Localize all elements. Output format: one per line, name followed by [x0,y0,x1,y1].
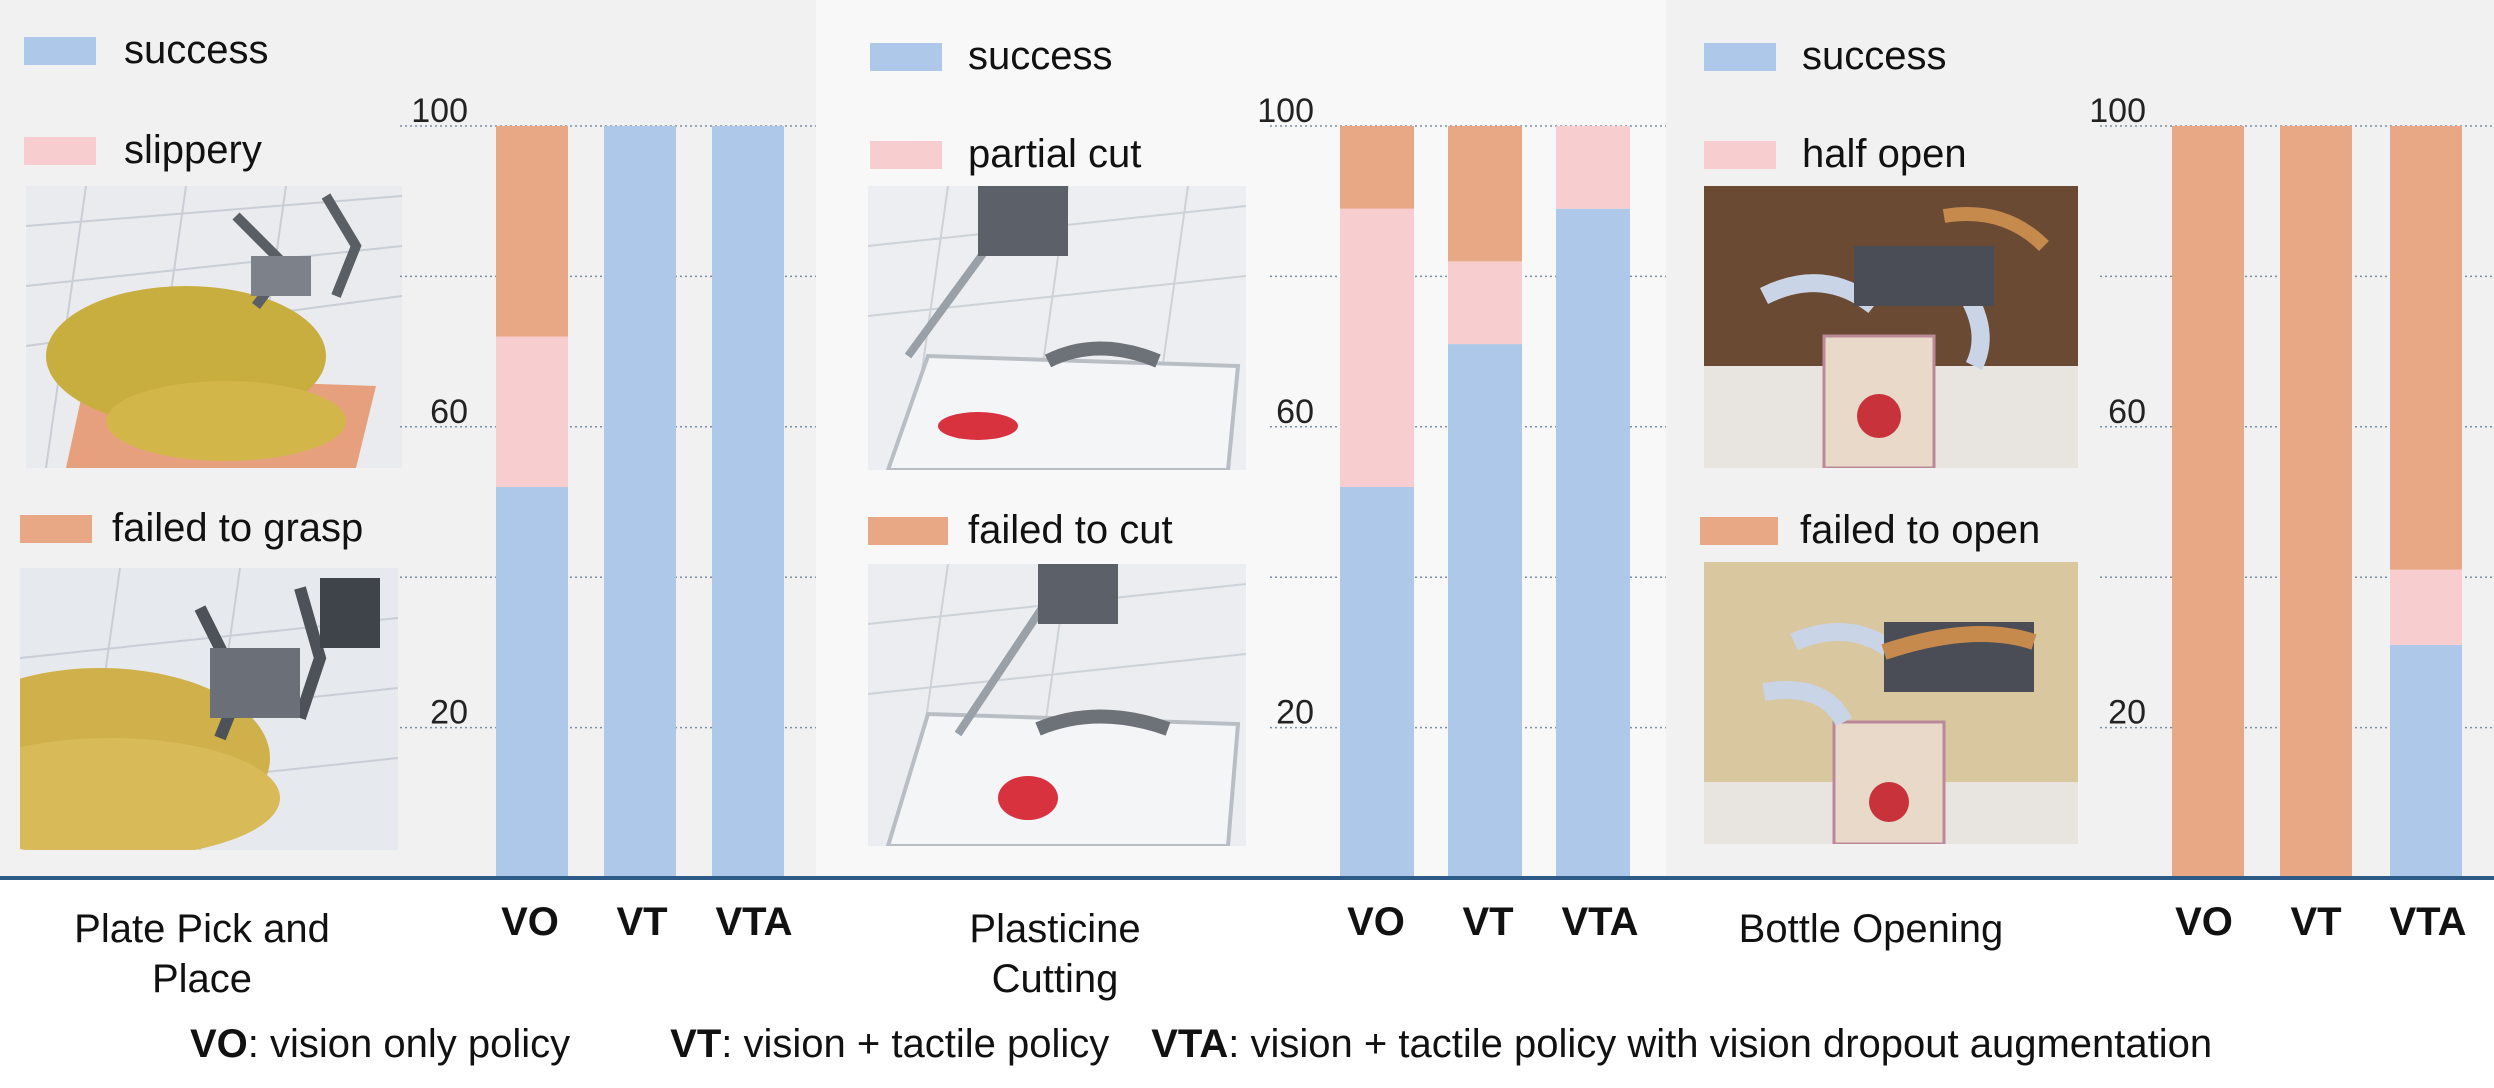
bar-vt-failed [1448,126,1522,262]
x-label-vta: VTA [2389,900,2467,944]
plasticine-failed-photo [868,564,1246,846]
bottle-failed-photo [1704,562,2078,844]
footer-vo-desc: : vision only policy [247,1022,571,1066]
bar-vo-failed [2172,126,2244,878]
legend-label: partial cut [968,132,1142,176]
legend-swatch-success [24,36,96,65]
task-title-plasticine: Plasticine Cutting [900,904,1210,1004]
legend-label: failed to open [1800,508,2041,552]
bar-vo-success [496,486,568,878]
legend-partial-plate: slippery [24,128,262,173]
legend-failed-plate: failed to grasp [20,506,363,551]
y-tick-label-60: 60 [430,393,468,431]
legend-partial-bottle: half open [1704,132,1967,177]
x-label-vo: VO [1347,900,1405,944]
task-title-line: Cutting [991,957,1119,1001]
y-tick-label-20: 20 [1276,694,1314,732]
bar-vt-partial [1448,261,1522,345]
y-tick-label-100: 100 [1257,92,1314,130]
x-label-vo: VO [2175,900,2233,944]
legend-label: slippery [124,128,262,172]
footer-vt-abbr: VT [670,1022,722,1066]
bar-vo-failed [1340,126,1414,209]
footer-vo-abbr: VO [190,1022,248,1066]
task-title-line: Bottle Opening [1738,907,2004,951]
plasticine-partial-photo [868,186,1246,470]
bar-vo-partial [1340,208,1414,487]
legend-swatch-failed [1700,516,1778,545]
y-tick-label-60: 60 [2108,393,2146,431]
task-title-line: Plate Pick and [74,907,330,951]
y-tick-label-100: 100 [2089,92,2146,130]
legend-swatch-failed [20,514,92,543]
bar-vo-failed [496,126,568,337]
plate-slippery-photo [26,186,402,468]
y-tick-label-20: 20 [430,694,468,732]
legend-success-plasticine: success [870,34,1113,79]
y-tick-label-20: 20 [2108,694,2146,732]
bar-vta-success [1556,208,1630,879]
plate-failed-photo [20,568,398,850]
x-label-vt: VT [2290,900,2342,944]
legend-label: success [124,28,269,72]
legend-swatch-partial [1704,140,1776,169]
legend-swatch-partial [870,140,942,169]
bottle-halfopen-photo [1704,186,2078,468]
legend-label: failed to cut [968,508,1173,552]
legend-swatch-success [870,42,942,71]
footer-vta-desc: : vision + tactile policy with vision dr… [1228,1022,2213,1066]
legend-partial-plasticine: partial cut [870,132,1141,177]
legend-label: failed to grasp [112,506,364,550]
y-tick-label-100: 100 [411,92,468,130]
bar-vta-success [2390,644,2462,878]
legend-failed-bottle: failed to open [1700,508,2040,553]
bar-vta-partial [1556,126,1630,209]
task-title-bottle: Bottle Opening [1710,904,2032,954]
task-title-plate: Plate Pick and Place [40,904,364,1004]
legend-label: success [968,34,1113,78]
legend-swatch-failed [868,516,948,545]
bar-vo-partial [496,336,568,487]
bar-vta-partial [2390,569,2462,645]
legend-swatch-partial [24,136,96,165]
x-label-vo: VO [501,900,559,944]
bar-vt-success [1448,344,1522,879]
legend-failed-plasticine: failed to cut [868,508,1173,553]
x-label-vta: VTA [715,900,793,944]
task-title-line: Place [151,957,253,1001]
bar-vta-failed [2390,126,2462,570]
legend-label: success [1802,34,1947,78]
legend-success-bottle: success [1704,34,1947,79]
bar-vo-success [1340,486,1414,878]
bar-vt-failed [2280,126,2352,878]
footer-vta-abbr: VTA [1151,1022,1229,1066]
bar-vta-success [712,126,784,878]
x-label-vt: VT [1462,900,1514,944]
legend-label: half open [1802,132,1967,176]
y-tick-label-60: 60 [1276,393,1314,431]
legend-success-plate: success [24,28,269,73]
footer-definitions: VO: vision only policy VT: vision + tacti… [190,1022,2212,1067]
bar-vt-success [604,126,676,878]
legend-swatch-success [1704,42,1776,71]
x-label-vt: VT [616,900,668,944]
x-label-vta: VTA [1561,900,1639,944]
x-axis-baseline [0,876,2494,880]
task-title-line: Plasticine [969,907,1141,951]
footer-vt-desc: : vision + tactile policy [721,1022,1110,1066]
